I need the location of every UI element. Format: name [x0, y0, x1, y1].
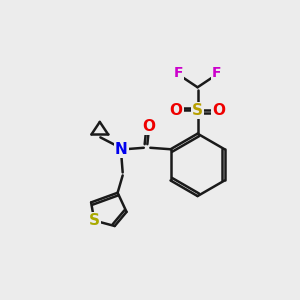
- Text: O: O: [170, 103, 183, 118]
- Text: S: S: [192, 103, 203, 118]
- Text: N: N: [115, 142, 128, 157]
- Text: F: F: [212, 66, 222, 80]
- Text: S: S: [89, 213, 100, 228]
- Text: F: F: [173, 66, 183, 80]
- Text: O: O: [142, 119, 155, 134]
- Text: O: O: [212, 103, 226, 118]
